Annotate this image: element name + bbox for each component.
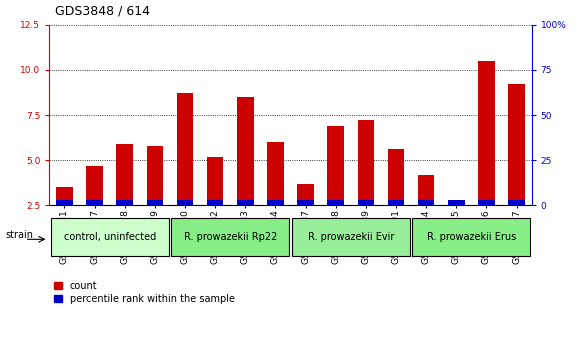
Bar — [237, 97, 253, 205]
Bar — [357, 200, 374, 205]
FancyBboxPatch shape — [171, 218, 289, 256]
Bar — [508, 200, 525, 205]
FancyBboxPatch shape — [292, 218, 410, 256]
Bar — [297, 184, 314, 205]
Text: R. prowazekii Evir: R. prowazekii Evir — [307, 232, 394, 242]
Bar — [418, 175, 435, 205]
FancyBboxPatch shape — [51, 218, 168, 256]
Text: GDS3848 / 614: GDS3848 / 614 — [55, 5, 150, 18]
Bar — [116, 200, 133, 205]
Bar — [328, 126, 344, 205]
Bar — [388, 200, 404, 205]
Bar — [297, 200, 314, 205]
Bar — [56, 200, 73, 205]
Text: R. prowazekii Erus: R. prowazekii Erus — [426, 232, 516, 242]
Bar — [146, 200, 163, 205]
Legend: count, percentile rank within the sample: count, percentile rank within the sample — [54, 281, 235, 304]
Bar — [177, 200, 193, 205]
Bar — [448, 200, 465, 205]
Bar — [207, 156, 224, 205]
Text: R. prowazekii Rp22: R. prowazekii Rp22 — [184, 232, 277, 242]
Text: control, uninfected: control, uninfected — [63, 232, 156, 242]
Bar — [328, 200, 344, 205]
Bar — [267, 142, 284, 205]
Bar — [357, 120, 374, 205]
Bar — [267, 200, 284, 205]
Bar — [478, 61, 494, 205]
FancyBboxPatch shape — [413, 218, 530, 256]
Bar — [508, 84, 525, 205]
Bar — [177, 93, 193, 205]
Bar — [116, 144, 133, 205]
Bar — [87, 200, 103, 205]
Bar — [146, 146, 163, 205]
Bar — [448, 202, 465, 205]
Bar — [56, 187, 73, 205]
Bar — [237, 200, 253, 205]
Text: strain: strain — [5, 230, 33, 240]
Bar — [87, 166, 103, 205]
Bar — [418, 200, 435, 205]
Bar — [388, 149, 404, 205]
Bar — [478, 200, 494, 205]
Bar — [207, 200, 224, 205]
